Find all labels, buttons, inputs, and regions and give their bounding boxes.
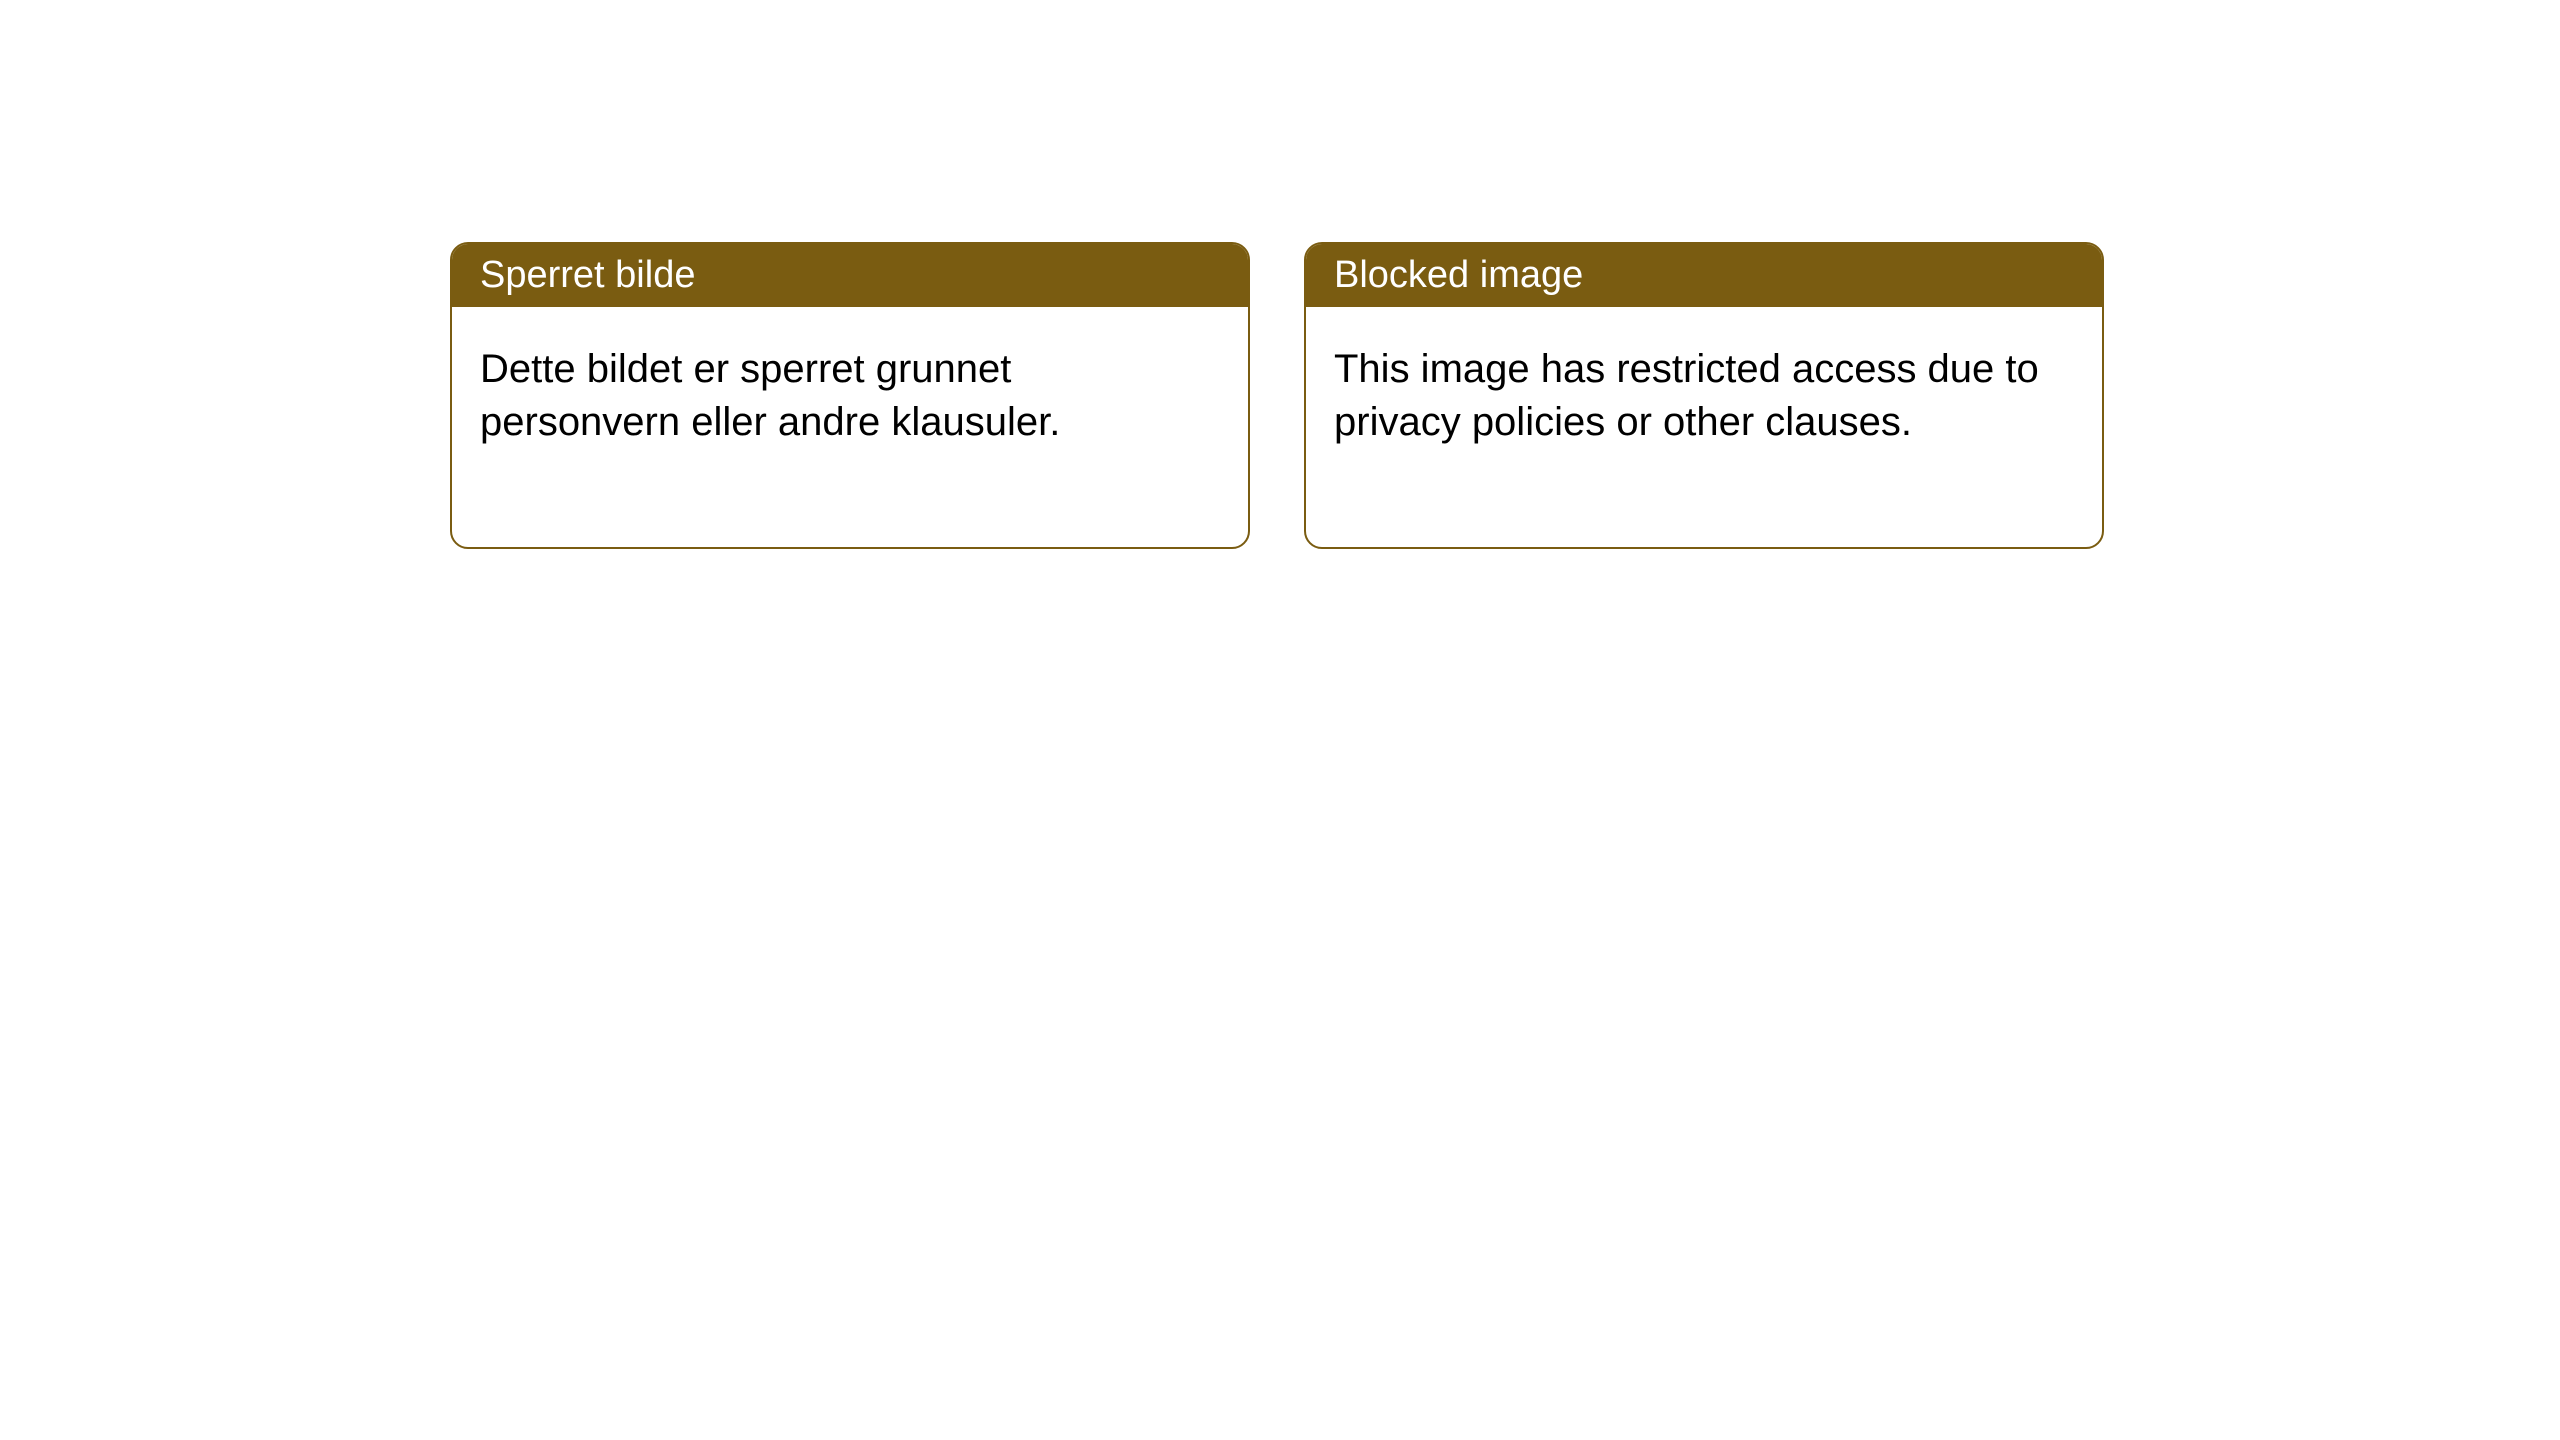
notice-card-english: Blocked image This image has restricted …: [1304, 242, 2104, 549]
notice-title: Blocked image: [1306, 244, 2102, 307]
notice-card-norwegian: Sperret bilde Dette bildet er sperret gr…: [450, 242, 1250, 549]
notice-body: Dette bildet er sperret grunnet personve…: [452, 307, 1248, 547]
notice-container: Sperret bilde Dette bildet er sperret gr…: [0, 0, 2560, 549]
notice-body: This image has restricted access due to …: [1306, 307, 2102, 547]
notice-title: Sperret bilde: [452, 244, 1248, 307]
